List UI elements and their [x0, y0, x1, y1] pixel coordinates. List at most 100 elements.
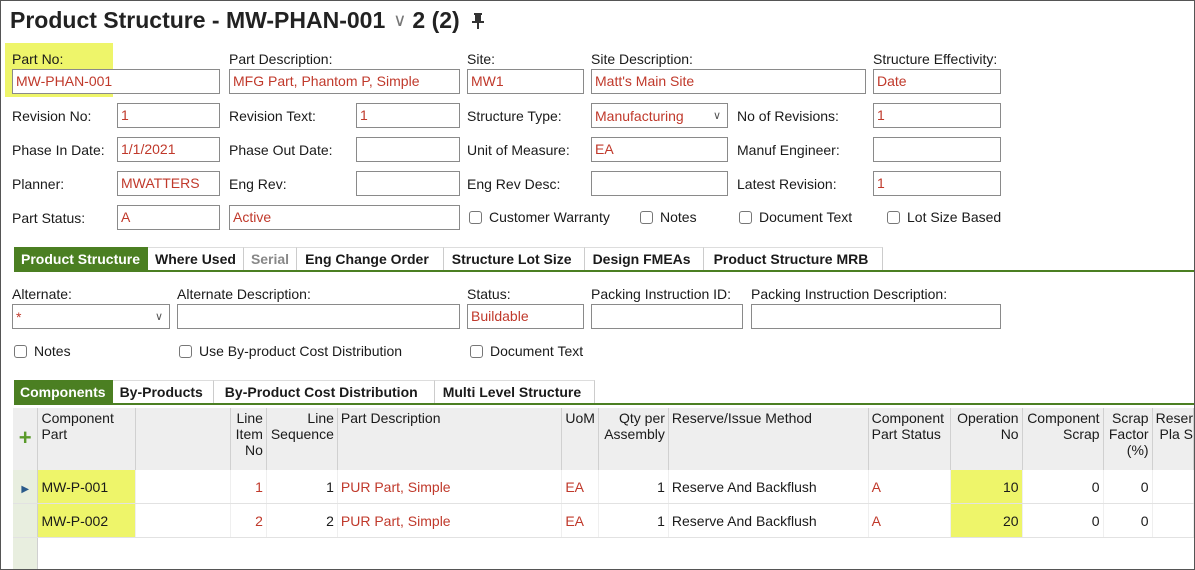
column-operation-no[interactable]: Operation No [950, 408, 1023, 470]
pin-icon[interactable] [470, 12, 486, 30]
structure-type-select[interactable]: Manufacturing ∨ [591, 103, 728, 128]
checkbox-box[interactable] [640, 210, 653, 224]
cell-part-description[interactable]: PUR Part, Simple [337, 470, 563, 504]
customer-warranty-checkbox[interactable]: Customer Warranty [469, 209, 610, 225]
column-reserve-issue-method[interactable]: Reserve/Issue Method [668, 408, 869, 470]
chevron-down-icon[interactable]: ∨ [393, 10, 407, 30]
part-status-description-field[interactable]: Active [229, 205, 460, 230]
column-component-scrap[interactable]: Component Scrap [1022, 408, 1104, 470]
column-line-sequence[interactable]: Line Sequence [266, 408, 338, 470]
structure-effectivity-field[interactable]: Date [873, 69, 1001, 94]
unit-of-measure-field[interactable]: EA [591, 137, 728, 162]
alternate-document-text-checkbox[interactable]: Document Text [470, 343, 583, 359]
components-table: + Component Part Line Item No Line Seque… [13, 408, 1194, 569]
checkbox-box[interactable] [179, 344, 192, 358]
latest-revision-field[interactable]: 1 [873, 171, 1001, 196]
checkbox-box[interactable] [14, 344, 27, 358]
row-selector[interactable] [13, 503, 39, 538]
cell-component-part[interactable]: MW-P-001 [37, 470, 137, 504]
tab-by-product-cost-distribution[interactable]: By-Product Cost Distribution [213, 380, 435, 403]
eng-rev-desc-field[interactable] [591, 171, 728, 196]
notes-checkbox[interactable]: Notes [640, 209, 697, 225]
revision-no-field[interactable]: 1 [117, 103, 220, 128]
tab-product-structure-mrb[interactable]: Product Structure MRB [703, 247, 884, 270]
checkbox-box[interactable] [887, 210, 900, 224]
site-description-field[interactable]: Matt's Main Site [591, 69, 866, 94]
column-component-part[interactable]: Component Part [37, 408, 137, 470]
cell-reserve-planned[interactable] [1152, 470, 1194, 504]
checkbox-box[interactable] [470, 344, 483, 358]
alternate-select[interactable]: * ∨ [12, 304, 170, 329]
phase-out-date-label: Phase Out Date: [229, 142, 333, 158]
customer-warranty-label: Customer Warranty [489, 209, 610, 225]
tab-components[interactable]: Components [14, 380, 113, 403]
alternate-notes-checkbox[interactable]: Notes [14, 343, 71, 359]
cell-scrap-factor[interactable]: 0 [1103, 503, 1153, 538]
planner-field[interactable]: MWATTERS [117, 171, 220, 196]
eng-rev-field[interactable] [356, 171, 460, 196]
cell-operation-no[interactable]: 10 [950, 470, 1023, 504]
column-line-item-no[interactable]: Line Item No [230, 408, 267, 470]
tab-product-structure[interactable]: Product Structure [14, 247, 149, 270]
cell-scrap-factor[interactable]: 0 [1103, 470, 1153, 504]
part-status-field[interactable]: A [117, 205, 220, 230]
column-part-description[interactable]: Part Description [337, 408, 563, 470]
row-selector[interactable]: ▶ [13, 470, 39, 504]
cell-reserve-issue-method[interactable]: Reserve And Backflush [668, 503, 869, 538]
table-row[interactable]: ▶ MW-P-001 1 1 PUR Part, Simple EA 1 Res… [13, 470, 1194, 504]
packing-instruction-description-field[interactable] [751, 304, 1001, 329]
cell-reserve-planned[interactable] [1152, 503, 1194, 538]
use-byproduct-cost-distribution-checkbox[interactable]: Use By-product Cost Distribution [179, 343, 402, 359]
tab-serial[interactable]: Serial [243, 247, 298, 270]
column-reserve-planned[interactable]: Reser Pla S [1152, 408, 1194, 470]
lot-size-based-checkbox[interactable]: Lot Size Based [887, 209, 1001, 225]
manuf-engineer-field[interactable] [873, 137, 1001, 162]
phase-in-date-field[interactable]: 1/1/2021 [117, 137, 220, 162]
cell-operation-no[interactable]: 20 [950, 503, 1023, 538]
add-row-button[interactable]: + [13, 408, 39, 470]
tab-where-used[interactable]: Where Used [148, 247, 244, 270]
status-field[interactable]: Buildable [467, 304, 584, 329]
subtab-underline [14, 403, 1194, 405]
cell-component-scrap[interactable]: 0 [1022, 503, 1104, 538]
row-selector [13, 537, 39, 569]
checkbox-box[interactable] [469, 210, 482, 224]
cell-component-part-status[interactable]: A [868, 470, 951, 504]
cell-uom[interactable]: EA [561, 503, 599, 538]
tab-by-products[interactable]: By-Products [112, 380, 214, 403]
tab-design-fmeas[interactable]: Design FMEAs [584, 247, 704, 270]
part-description-field[interactable]: MFG Part, Phantom P, Simple [229, 69, 460, 94]
alternate-description-field[interactable] [177, 304, 460, 329]
cell-line-sequence[interactable]: 1 [266, 470, 338, 504]
cell-line-sequence[interactable]: 2 [266, 503, 338, 538]
cell-uom[interactable]: EA [561, 470, 599, 504]
cell-component-part[interactable]: MW-P-002 [37, 503, 137, 538]
cell-line-item-no[interactable]: 1 [230, 470, 267, 504]
tab-multi-level-structure[interactable]: Multi Level Structure [434, 380, 596, 403]
cell-line-item-no[interactable]: 2 [230, 503, 267, 538]
cell-reserve-issue-method[interactable]: Reserve And Backflush [668, 470, 869, 504]
cell-qty-per-assembly[interactable]: 1 [598, 503, 669, 538]
document-text-checkbox[interactable]: Document Text [739, 209, 852, 225]
column-component-part-status[interactable]: Component Part Status [868, 408, 951, 470]
cell-part-description[interactable]: PUR Part, Simple [337, 503, 563, 538]
site-field[interactable]: MW1 [467, 69, 584, 94]
cell-component-scrap[interactable]: 0 [1022, 470, 1104, 504]
column-scrap-factor[interactable]: Scrap Factor (%) [1103, 408, 1153, 470]
tab-eng-change-order[interactable]: Eng Change Order [297, 247, 444, 270]
phase-out-date-field[interactable] [356, 137, 460, 162]
column-uom[interactable]: UoM [561, 408, 599, 470]
alternate-document-text-label: Document Text [490, 343, 584, 359]
packing-instruction-id-field[interactable] [591, 304, 743, 329]
tab-structure-lot-size[interactable]: Structure Lot Size [443, 247, 585, 270]
cell-component-part-status[interactable]: A [868, 503, 951, 538]
revision-text-field[interactable]: 1 [356, 103, 460, 128]
no-of-revisions-field[interactable]: 1 [873, 103, 1001, 128]
cell-qty-per-assembly[interactable]: 1 [598, 470, 669, 504]
column-qty-per-assembly[interactable]: Qty per Assembly [598, 408, 669, 470]
part-no-field[interactable]: MW-PHAN-001 [12, 69, 220, 94]
checkbox-box[interactable] [739, 210, 752, 224]
table-row[interactable]: MW-P-002 2 2 PUR Part, Simple EA 1 Reser… [13, 503, 1194, 538]
plus-icon[interactable]: + [18, 425, 32, 450]
